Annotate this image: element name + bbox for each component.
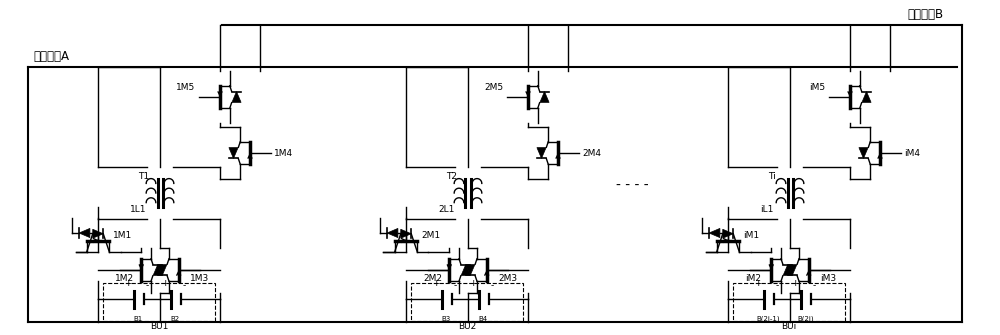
Polygon shape [783, 265, 792, 275]
Text: iM5: iM5 [809, 83, 825, 92]
Text: 2L1: 2L1 [438, 205, 454, 214]
Bar [733, 283, 845, 321]
Text: 1M5: 1M5 [176, 83, 195, 92]
Text: Ti: Ti [768, 172, 776, 181]
Text: 1L1: 1L1 [130, 205, 146, 214]
Text: +: + [792, 279, 799, 288]
Polygon shape [387, 228, 398, 238]
Polygon shape [709, 228, 720, 238]
Text: +: + [432, 279, 440, 288]
Polygon shape [859, 148, 868, 158]
Text: -: - [813, 281, 816, 290]
Text: T1: T1 [138, 172, 149, 181]
Text: BU2: BU2 [458, 322, 476, 331]
Polygon shape [862, 91, 871, 103]
Text: +: + [754, 279, 762, 288]
Bar [103, 283, 215, 321]
Text: 2M3: 2M3 [498, 274, 517, 283]
Text: BUi: BUi [781, 322, 797, 331]
Text: 1M2: 1M2 [115, 274, 134, 283]
Text: iM2: iM2 [745, 274, 761, 283]
Text: +: + [162, 279, 169, 288]
Text: iM1: iM1 [743, 231, 759, 240]
Text: +: + [470, 279, 477, 288]
Text: iM3: iM3 [820, 274, 836, 283]
Polygon shape [232, 91, 241, 103]
Polygon shape [93, 229, 103, 238]
Text: 1M3: 1M3 [190, 274, 209, 283]
Text: 2M4: 2M4 [582, 148, 601, 157]
Polygon shape [158, 265, 167, 275]
Text: 正极母线A: 正极母线A [33, 50, 69, 63]
Text: 2M1: 2M1 [421, 231, 440, 240]
Text: -: - [453, 281, 456, 290]
Polygon shape [723, 229, 733, 238]
Text: -: - [145, 281, 148, 290]
Polygon shape [788, 265, 797, 275]
Polygon shape [537, 148, 546, 158]
Text: -: - [491, 281, 494, 290]
Text: 2M5: 2M5 [484, 83, 503, 92]
Text: B1: B1 [133, 316, 142, 322]
Text: -: - [775, 281, 778, 290]
Text: -: - [183, 281, 186, 290]
Text: 负极母线B: 负极母线B [907, 8, 943, 21]
Polygon shape [461, 265, 470, 275]
Text: 1M1: 1M1 [113, 231, 132, 240]
Polygon shape [79, 228, 90, 238]
Text: 1M4: 1M4 [274, 148, 293, 157]
Text: iL1: iL1 [760, 205, 773, 214]
Polygon shape [401, 229, 411, 238]
Text: 2M2: 2M2 [423, 274, 442, 283]
Text: B2: B2 [171, 316, 180, 322]
Text: B3: B3 [441, 316, 450, 322]
Bar [411, 283, 523, 321]
Polygon shape [153, 265, 162, 275]
Text: - - - -: - - - - [616, 178, 648, 192]
Text: B4: B4 [479, 316, 488, 322]
Polygon shape [466, 265, 475, 275]
Text: BU1: BU1 [150, 322, 168, 331]
Polygon shape [229, 148, 238, 158]
Polygon shape [540, 91, 549, 103]
Text: B(2i): B(2i) [797, 316, 814, 323]
Text: B(2i-1): B(2i-1) [756, 316, 780, 323]
Text: +: + [124, 279, 132, 288]
Text: T2: T2 [446, 172, 457, 181]
Text: iM4: iM4 [904, 148, 920, 157]
